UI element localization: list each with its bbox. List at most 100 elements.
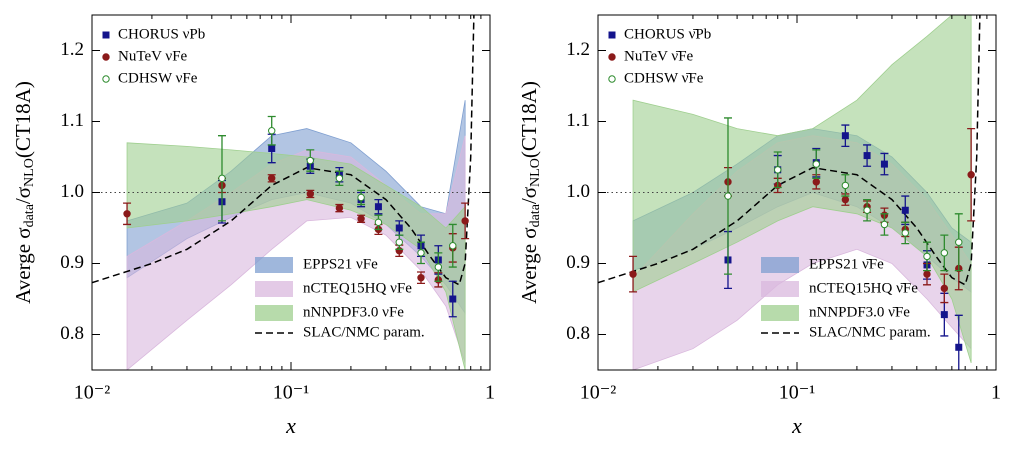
legend-label: CHORUS ν̄Pb [624, 26, 711, 42]
marker [374, 218, 383, 227]
y-axis-label: Averge σdata/σNLO(CT18A) [517, 81, 543, 304]
marker [449, 242, 457, 250]
y-axis-label-part: data [528, 203, 543, 227]
marker [880, 160, 888, 168]
marker [841, 132, 849, 140]
y-axis-label-part: (CT18A) [517, 81, 541, 158]
marker [923, 252, 931, 261]
x-tick-label: 10⁻² [580, 382, 617, 404]
marker [863, 206, 871, 214]
marker [434, 263, 443, 271]
y-axis-label-part: /σ [11, 187, 35, 204]
y-axis-label-part: Averge σ [517, 227, 541, 303]
y-tick-label: 1.1 [60, 110, 84, 131]
y-axis-label-part: NLO [22, 158, 37, 187]
legend-label: SLAC/NMC param. [303, 324, 425, 340]
plot-area [92, 15, 490, 370]
marker [841, 181, 850, 190]
marker [268, 144, 276, 152]
marker [102, 31, 110, 39]
marker [940, 249, 949, 257]
legend-label: CDHSW ν̄Fe [624, 70, 704, 86]
marker [306, 156, 314, 165]
legend-label: EPPS21 νFe [303, 256, 378, 272]
marker [306, 190, 314, 198]
y-axis-label-part: Averge σ [11, 227, 35, 303]
y-axis-label-part: /σ [517, 187, 541, 204]
marker [357, 215, 365, 223]
legend-label: nNNPDF3.0 ν̄Fe [809, 304, 910, 320]
legend-label: nCTEQ15HQ ν̄Fe [809, 280, 918, 296]
legend-swatch [255, 305, 293, 321]
plot-area [598, 15, 996, 370]
y-tick-label: 1.0 [60, 181, 84, 202]
legend-label: SLAC/NMC param. [809, 324, 931, 340]
y-axis-label-part: NLO [528, 158, 543, 187]
marker [812, 178, 820, 186]
marker [335, 174, 344, 183]
marker [268, 127, 276, 135]
param-curve [598, 15, 981, 286]
marker [608, 31, 616, 39]
x-tick-label: 1 [485, 382, 495, 404]
y-tick-label: 0.8 [60, 323, 84, 344]
legend-swatch [761, 257, 799, 273]
legend-label: EPPS21 ν̄Fe [809, 256, 884, 272]
marker [395, 238, 403, 246]
marker [923, 270, 931, 278]
legend-label: NuTeV ν̄Fe [624, 48, 694, 64]
marker [812, 160, 820, 168]
legend-label: NuTeV νFe [118, 48, 188, 64]
marker [608, 53, 616, 61]
y-axis-label-part: (CT18A) [11, 81, 35, 158]
marker [417, 249, 425, 257]
legend-swatch [761, 305, 799, 321]
legend-label: CHORUS νPb [118, 26, 205, 42]
marker [374, 203, 382, 211]
legend-label: nNNPDF3.0 νFe [303, 304, 404, 320]
x-axis-label: x [285, 413, 296, 438]
marker [417, 274, 425, 282]
marker [395, 224, 403, 232]
marker [629, 270, 637, 278]
x-tick-label: 1 [991, 382, 1001, 404]
y-axis-label: Averge σdata/σNLO(CT18A) [11, 81, 37, 304]
x-tick-label: 10⁻¹ [779, 382, 816, 404]
x-tick-label: 10⁻² [74, 382, 111, 404]
legend-label: nCTEQ15HQ νFe [303, 280, 412, 296]
x-tick-label: 10⁻¹ [273, 382, 310, 404]
marker [901, 229, 909, 237]
marker [955, 238, 963, 246]
marker [102, 53, 110, 61]
marker [268, 174, 276, 183]
legend-swatch [761, 281, 799, 297]
y-tick-label: 0.9 [60, 252, 84, 273]
marker [357, 193, 365, 202]
marker [967, 171, 975, 179]
y-tick-label: 1.2 [566, 39, 590, 60]
marker [940, 284, 949, 293]
marker [218, 174, 226, 183]
param-curve [92, 15, 475, 286]
marker [123, 210, 131, 218]
y-axis-label-part: data [22, 203, 37, 227]
legend-swatch [255, 281, 293, 297]
y-tick-label: 0.8 [566, 323, 590, 344]
legend-swatch [255, 257, 293, 273]
y-tick-label: 1.0 [566, 181, 590, 202]
uncertainty-band [632, 15, 972, 364]
y-tick-label: 1.2 [60, 39, 84, 60]
marker [449, 295, 457, 303]
x-axis-label: x [791, 413, 802, 438]
marker [901, 206, 909, 214]
y-tick-label: 1.1 [566, 110, 590, 131]
marker [461, 217, 469, 225]
marker [724, 192, 732, 200]
y-tick-label: 0.9 [566, 252, 590, 273]
marker [774, 166, 782, 174]
marker [335, 204, 344, 212]
legend-label: CDHSW νFe [118, 70, 198, 86]
